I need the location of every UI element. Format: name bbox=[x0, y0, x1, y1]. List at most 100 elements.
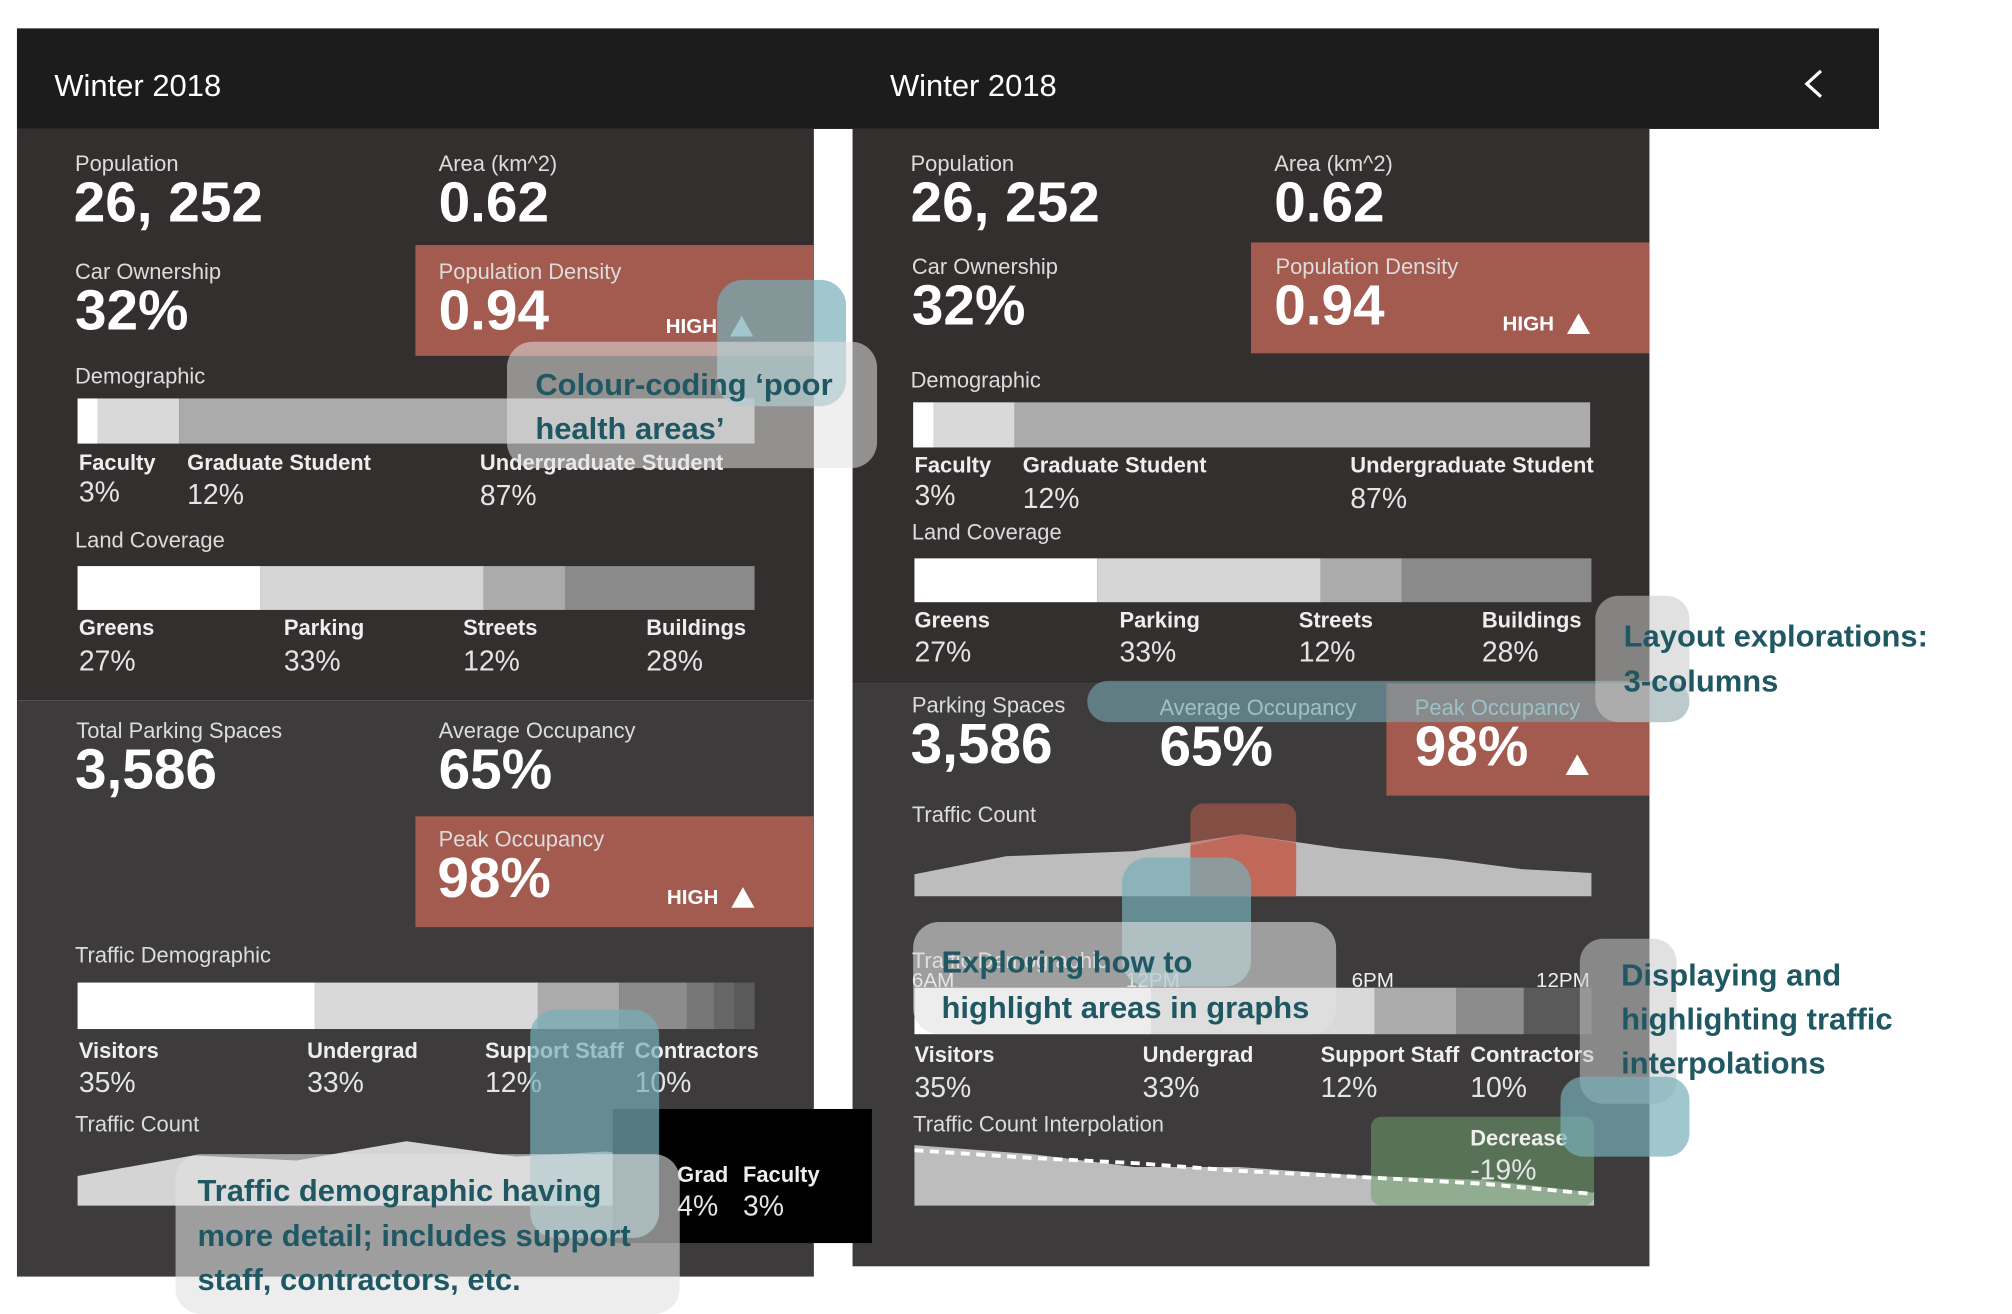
alert-flag: HIGH bbox=[666, 315, 718, 338]
header-title: Winter 2018 bbox=[54, 68, 221, 103]
bar-segment bbox=[77, 398, 98, 444]
section-label: Traffic Demographic bbox=[75, 943, 271, 968]
bar-segment bbox=[260, 566, 484, 610]
alert-box bbox=[1251, 242, 1650, 354]
segment-value: 12% bbox=[463, 645, 520, 677]
annotation-box bbox=[913, 921, 1337, 1035]
annotation-highlight bbox=[1087, 680, 1690, 723]
segment-value: 87% bbox=[1350, 483, 1407, 515]
annotation-box bbox=[175, 1154, 680, 1314]
segment-name: Grad bbox=[677, 1162, 728, 1187]
segment-name: Graduate Student bbox=[1023, 453, 1207, 478]
stat-value: 26, 252 bbox=[911, 171, 1100, 234]
alert-box bbox=[415, 816, 814, 928]
section-label: Traffic Count bbox=[912, 802, 1036, 827]
stat-label: Average Occupancy bbox=[439, 718, 636, 743]
segment-value: 87% bbox=[480, 480, 537, 512]
annotation-text: highlighting traffic bbox=[1621, 1001, 1893, 1036]
segment-value: 12% bbox=[1321, 1072, 1378, 1104]
segment-name: Support Staff bbox=[1321, 1042, 1460, 1067]
bar-segment bbox=[913, 402, 934, 448]
segment-value: 33% bbox=[1119, 636, 1176, 668]
segment-value: 33% bbox=[284, 645, 341, 677]
segment-value: 3% bbox=[914, 480, 955, 512]
annotation-text: Layout explorations: bbox=[1624, 618, 1928, 653]
bar-segment bbox=[686, 982, 714, 1030]
segment-name: Visitors bbox=[914, 1042, 994, 1067]
segment-name: Buildings bbox=[1482, 607, 1582, 632]
annotation-text: Displaying and bbox=[1621, 958, 1841, 993]
annotation-box bbox=[1579, 938, 1677, 1104]
segment-name: Streets bbox=[463, 615, 537, 640]
segment-name: Faculty bbox=[914, 453, 992, 478]
stacked-bar bbox=[77, 566, 755, 610]
stat-value: 0.94 bbox=[439, 280, 550, 343]
annotation-text: interpolations bbox=[1621, 1045, 1826, 1080]
segment-name: Contractors bbox=[1470, 1042, 1594, 1067]
bar-segment bbox=[483, 566, 565, 610]
annotation-text: Traffic demographic having bbox=[197, 1173, 601, 1208]
stat-value: 26, 252 bbox=[74, 171, 263, 234]
segment-name: Graduate Student bbox=[187, 450, 371, 475]
bar-segment bbox=[1401, 558, 1592, 603]
segment-name: Faculty bbox=[79, 450, 157, 475]
segment-name: Visitors bbox=[79, 1038, 159, 1063]
bar-segment bbox=[97, 398, 180, 444]
alert-flag: HIGH bbox=[1502, 312, 1554, 335]
stat-label: Area (km^2) bbox=[1274, 151, 1393, 176]
segment-name: Undergrad bbox=[1143, 1042, 1254, 1067]
bar-segment bbox=[77, 982, 315, 1030]
segment-name: Streets bbox=[1299, 607, 1373, 632]
annotation-text: health areas’ bbox=[535, 411, 724, 446]
annotation-marker bbox=[1560, 1076, 1690, 1157]
bar-segment bbox=[77, 566, 261, 610]
segment-value: 35% bbox=[914, 1072, 971, 1104]
stat-label: Total Parking Spaces bbox=[76, 718, 282, 743]
stacked-bar bbox=[914, 558, 1592, 603]
annotation-box bbox=[1595, 595, 1690, 723]
stat-value: 65% bbox=[1159, 715, 1273, 778]
segment-value: 33% bbox=[1143, 1072, 1200, 1104]
bar-segment bbox=[1374, 987, 1457, 1035]
section-label: Land Coverage bbox=[912, 520, 1062, 545]
warning-icon bbox=[1566, 313, 1591, 334]
bar-segment bbox=[564, 566, 755, 610]
stat-value: 3,586 bbox=[75, 739, 217, 802]
section-label: Land Coverage bbox=[75, 527, 225, 552]
section-label: Demographic bbox=[75, 364, 205, 389]
segment-value: 33% bbox=[307, 1067, 364, 1099]
stat-label: Peak Occupancy bbox=[439, 827, 605, 852]
segment-value: 12% bbox=[187, 479, 244, 511]
stat-label: Average Occupancy bbox=[1159, 695, 1356, 720]
bar-segment bbox=[1097, 558, 1321, 603]
graph-highlight bbox=[1370, 1116, 1595, 1206]
segment-value: 12% bbox=[1023, 483, 1080, 515]
stat-value: 0.94 bbox=[1274, 274, 1385, 337]
segment-value: 3% bbox=[79, 476, 120, 508]
annotation-text: Colour-coding ‘poor bbox=[535, 367, 832, 402]
stat-value: 98% bbox=[1415, 715, 1529, 778]
segment-value: 10% bbox=[1470, 1072, 1527, 1104]
section-label: Traffic Count Interpolation bbox=[913, 1112, 1164, 1137]
back-button[interactable] bbox=[1804, 69, 1823, 98]
stat-value: 3,586 bbox=[911, 713, 1053, 776]
bar-segment bbox=[713, 982, 735, 1030]
bar-segment bbox=[933, 402, 1015, 448]
stat-value: 98% bbox=[437, 847, 551, 910]
segment-value: 3% bbox=[743, 1191, 784, 1223]
annotation-text: more detail; includes support bbox=[197, 1218, 630, 1253]
segment-name: Undergraduate Student bbox=[1350, 453, 1594, 478]
segment-name: Undergrad bbox=[307, 1038, 418, 1063]
segment-value: 28% bbox=[1482, 636, 1539, 668]
stat-label: Area (km^2) bbox=[439, 151, 558, 176]
annotation-text: staff, contractors, etc. bbox=[197, 1262, 520, 1297]
stat-label: Car Ownership bbox=[75, 259, 221, 284]
segment-name: Buildings bbox=[646, 615, 746, 640]
highlight-label: Decrease bbox=[1470, 1126, 1567, 1151]
stat-value: 32% bbox=[912, 274, 1026, 337]
segment-value: 35% bbox=[79, 1067, 136, 1099]
stacked-bar bbox=[77, 982, 735, 1030]
segment-value: 27% bbox=[914, 636, 971, 668]
stat-label: Population Density bbox=[1276, 254, 1459, 279]
